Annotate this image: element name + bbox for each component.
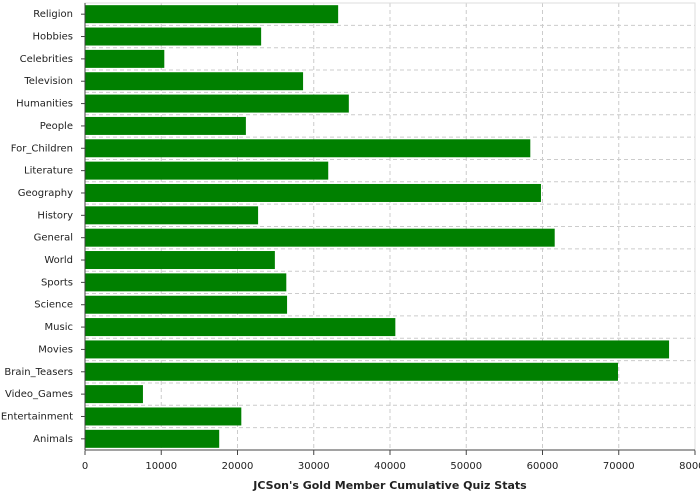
bar bbox=[85, 407, 242, 426]
y-tick-label: Hobbies bbox=[33, 32, 73, 43]
y-tick-label: World bbox=[44, 255, 73, 266]
bar bbox=[85, 49, 165, 68]
bar bbox=[85, 429, 220, 448]
bar bbox=[85, 94, 349, 113]
bar bbox=[85, 362, 618, 381]
bar bbox=[85, 385, 143, 404]
y-tick-label: Literature bbox=[24, 166, 73, 177]
bar bbox=[85, 273, 287, 292]
bar bbox=[85, 116, 246, 135]
x-tick-label: 30000 bbox=[298, 461, 330, 472]
bar bbox=[85, 251, 275, 270]
x-axis-title: JCSon's Gold Member Cumulative Quiz Stat… bbox=[252, 479, 527, 492]
y-tick-label: For_Children bbox=[11, 143, 73, 154]
bar bbox=[85, 72, 304, 91]
bar bbox=[85, 228, 555, 247]
y-tick-label: Music bbox=[45, 322, 73, 333]
x-tick-label: 10000 bbox=[145, 461, 177, 472]
y-tick-label: Movies bbox=[38, 344, 73, 355]
bar bbox=[85, 139, 531, 158]
y-tick-label: Science bbox=[34, 300, 73, 311]
y-tick-label: Television bbox=[23, 76, 73, 87]
x-tick-label: 50000 bbox=[450, 461, 482, 472]
bar bbox=[85, 5, 339, 24]
x-tick-label: 60000 bbox=[527, 461, 559, 472]
y-tick-label: People bbox=[40, 121, 73, 132]
y-tick-label: Religion bbox=[33, 9, 73, 20]
bar bbox=[85, 161, 329, 180]
y-tick-label: Animals bbox=[33, 434, 73, 445]
y-tick-label: Celebrities bbox=[20, 54, 73, 65]
y-tick-label: Entertainment bbox=[1, 411, 73, 422]
bar bbox=[85, 295, 288, 314]
y-tick-label: Video_Games bbox=[5, 389, 73, 400]
y-tick-label: History bbox=[37, 210, 73, 221]
y-tick-label: Sports bbox=[41, 277, 73, 288]
bar bbox=[85, 27, 262, 46]
y-tick-label: Brain_Teasers bbox=[4, 367, 73, 378]
x-tick-label: 20000 bbox=[222, 461, 254, 472]
x-tick-label: 40000 bbox=[374, 461, 406, 472]
x-tick-label: 70000 bbox=[603, 461, 635, 472]
x-tick-label: 80000 bbox=[679, 461, 700, 472]
y-tick-label: Humanities bbox=[16, 99, 73, 110]
x-tick-label: 0 bbox=[82, 461, 88, 472]
bar bbox=[85, 340, 670, 359]
y-tick-label: Geography bbox=[18, 188, 73, 199]
y-tick-label: General bbox=[34, 233, 73, 244]
bar bbox=[85, 183, 541, 202]
bar bbox=[85, 318, 396, 337]
bar bbox=[85, 206, 259, 225]
